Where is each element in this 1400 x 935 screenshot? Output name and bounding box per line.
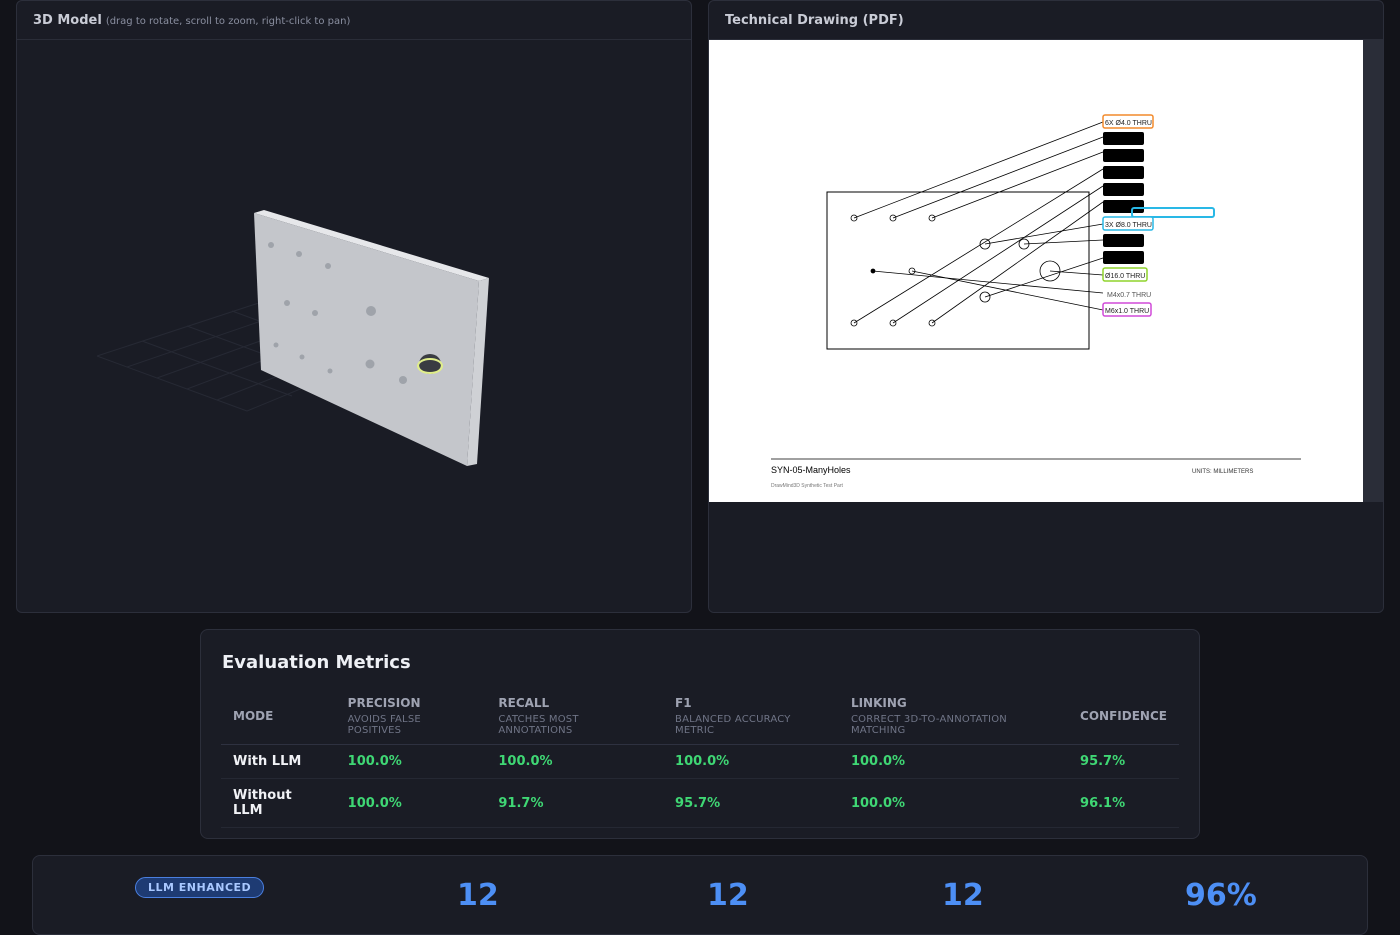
confidence-cell: 96.1% <box>1068 778 1179 828</box>
mode-cell: With LLM <box>221 744 336 779</box>
summary-stat: 12 <box>457 878 499 913</box>
precision-cell: 100.0% <box>335 778 487 828</box>
redacted-callouts <box>1103 132 1144 264</box>
table-row: With LLM 100.0% 100.0% 100.0% 100.0% 95.… <box>221 744 1179 779</box>
callout-text: M4x0.7 THRU <box>1107 292 1151 299</box>
f1-cell: 95.7% <box>663 778 839 828</box>
drawing-panel-title: Technical Drawing (PDF) <box>725 12 904 28</box>
technical-drawing: 6X Ø4.0 THRU 3X Ø8.0 THRU Ø16.0 THRU M4x… <box>771 114 1301 489</box>
part-outline <box>826 191 1090 350</box>
drawing-viewer-panel: Technical Drawing (PDF) <box>708 0 1384 613</box>
callout-text: M6x1.0 THRU <box>1105 308 1149 315</box>
callout-text: 6X Ø4.0 THRU <box>1105 120 1152 127</box>
model-viewer-panel: 3D Model (drag to rotate, scroll to zoom… <box>16 0 692 613</box>
table-row: Without LLM 100.0% 91.7% 95.7% 100.0% 96… <box>221 778 1179 828</box>
header-precision: PRECISION AVOIDS FALSE POSITIVES <box>335 687 487 745</box>
summary-stat: 12 <box>707 878 749 913</box>
recall-cell: 91.7% <box>486 778 664 828</box>
header-mode: MODE <box>221 687 336 745</box>
header-confidence: CONFIDENCE <box>1068 687 1179 745</box>
pdf-viewer[interactable]: 6X Ø4.0 THRU 3X Ø8.0 THRU Ø16.0 THRU M4x… <box>709 40 1383 612</box>
mode-cell: Without LLM <box>221 778 336 828</box>
callout-m6-thread[interactable]: M6x1.0 THRU <box>1102 302 1152 317</box>
metrics-title: Evaluation Metrics <box>222 652 411 673</box>
callout-16mm[interactable]: Ø16.0 THRU <box>1102 267 1148 282</box>
recall-cell: 100.0% <box>486 744 664 779</box>
header-linking: LINKING CORRECT 3D-TO-ANNOTATION MATCHING <box>838 687 1069 745</box>
f1-cell: 100.0% <box>663 744 839 779</box>
summary-stat: 12 <box>942 878 984 913</box>
part-name: SYN-05-ManyHoles <box>771 465 851 475</box>
header-recall: RECALL CATCHES MOST ANNOTATIONS <box>486 687 664 745</box>
callout-text: 3X Ø8.0 THRU <box>1105 222 1152 229</box>
summary-stat: 96% <box>1185 878 1257 913</box>
pdf-page: 6X Ø4.0 THRU 3X Ø8.0 THRU Ø16.0 THRU M4x… <box>709 40 1364 502</box>
model-panel-header: 3D Model (drag to rotate, scroll to zoom… <box>17 1 691 40</box>
model-panel-title: 3D Model <box>33 12 102 28</box>
metrics-table: MODE PRECISION AVOIDS FALSE POSITIVES REC… <box>221 687 1179 828</box>
model-3d-viewport[interactable] <box>17 40 691 612</box>
company-name: DrawMind3D Synthetic Test Part <box>771 483 843 489</box>
model-3d-scene <box>96 210 489 466</box>
summary-panel: LLM ENHANCED 12 12 12 96% <box>32 855 1368 935</box>
callout-6x-4mm[interactable]: 6X Ø4.0 THRU <box>1102 114 1154 129</box>
drawing-panel-header: Technical Drawing (PDF) <box>709 1 1383 40</box>
callout-text: Ø16.0 THRU <box>1105 273 1145 280</box>
llm-enhanced-badge: LLM ENHANCED <box>135 877 265 898</box>
model-panel-instructions: (drag to rotate, scroll to zoom, right-c… <box>105 15 351 27</box>
pdf-scrollbar[interactable] <box>1363 40 1383 502</box>
linking-cell: 100.0% <box>838 744 1069 779</box>
precision-cell: 100.0% <box>335 744 487 779</box>
units-label: UNITS: MILLIMETERS <box>1192 469 1253 475</box>
plate-model <box>254 210 489 466</box>
metrics-header-row: MODE PRECISION AVOIDS FALSE POSITIVES REC… <box>221 687 1179 745</box>
confidence-cell: 95.7% <box>1068 744 1179 779</box>
callout-highlight <box>1131 207 1215 218</box>
header-f1: F1 BALANCED ACCURACY METRIC <box>663 687 839 745</box>
leader-lines <box>853 121 1104 324</box>
drawing-holes <box>850 214 1061 327</box>
linking-cell: 100.0% <box>838 778 1069 828</box>
evaluation-metrics-panel: Evaluation Metrics MODE PRECISION AVOIDS … <box>200 629 1200 839</box>
callout-3x-8mm[interactable]: 3X Ø8.0 THRU <box>1102 216 1154 231</box>
callout-m4-thread[interactable]: M4x0.7 THRU <box>1107 292 1151 299</box>
